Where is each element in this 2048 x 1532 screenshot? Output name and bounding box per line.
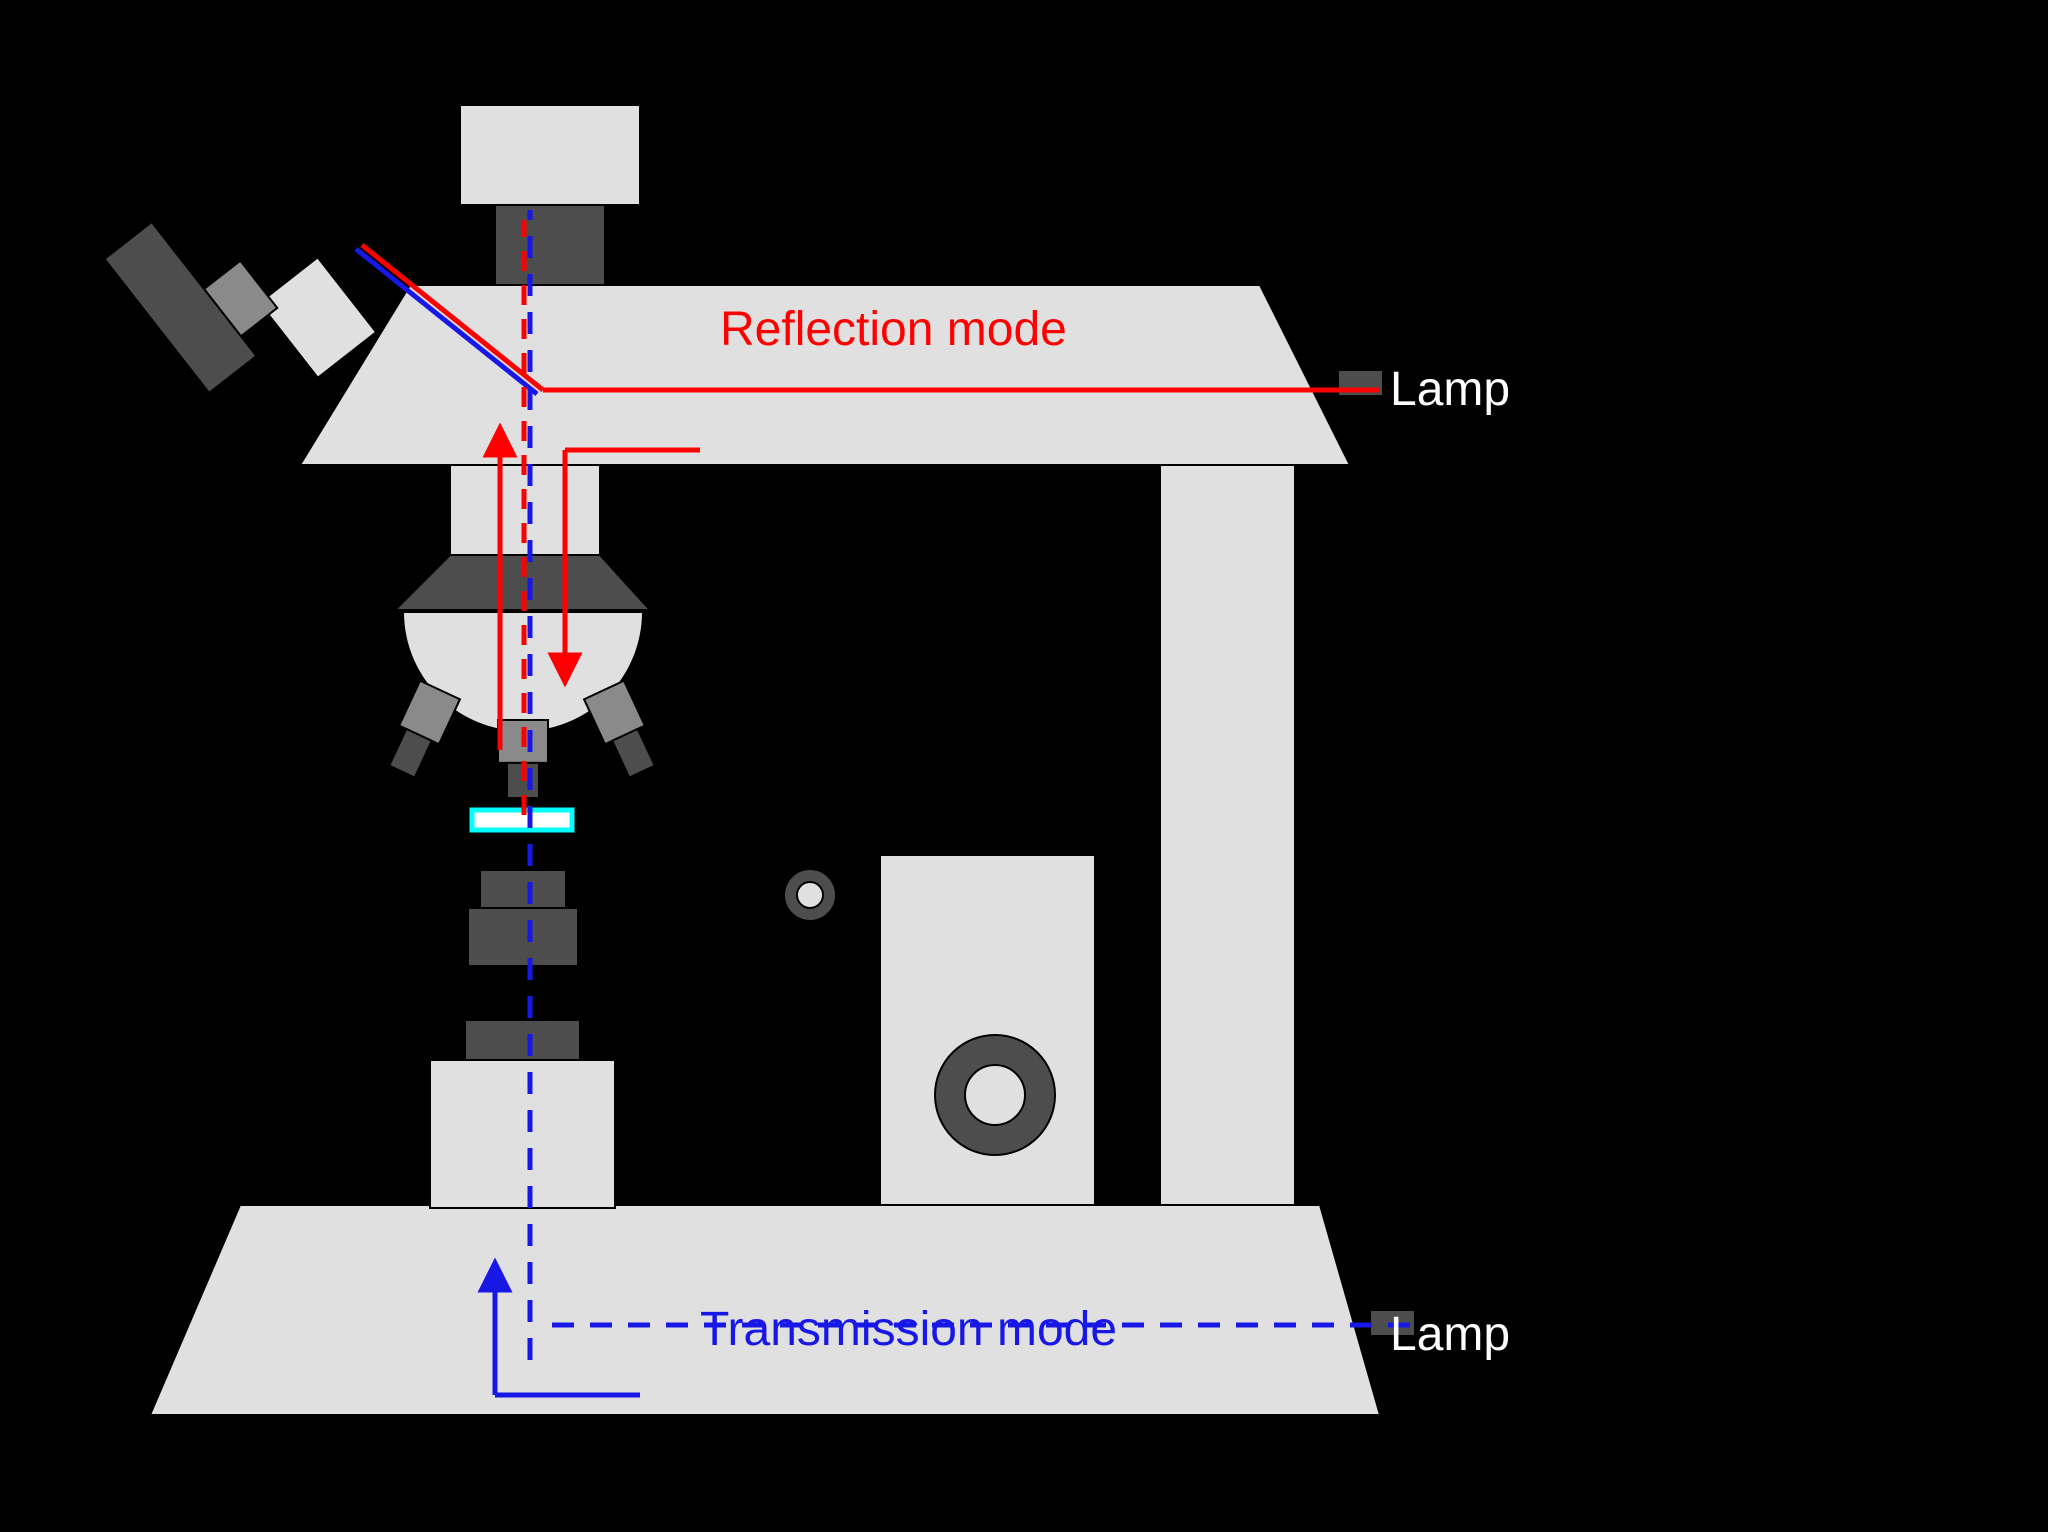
objective-right <box>584 681 662 781</box>
camera-mount <box>495 205 605 285</box>
condenser-top <box>480 870 566 910</box>
collector-neck <box>465 1020 580 1062</box>
microscope-diagram: Reflection mode Transmission mode Lamp Lamp <box>0 0 2048 1532</box>
stand-column <box>1160 465 1295 1205</box>
reflection-lamp-label: Lamp <box>1390 363 1510 416</box>
condenser <box>468 908 578 966</box>
eyepiece <box>104 155 376 436</box>
collector-body <box>430 1060 615 1208</box>
reflection-mode-label: Reflection mode <box>720 303 1067 356</box>
transmission-mode-label: Transmission mode <box>700 1303 1117 1356</box>
objective-left <box>382 681 460 781</box>
camera <box>460 105 640 205</box>
transmission-lamp-label: Lamp <box>1390 1308 1510 1361</box>
